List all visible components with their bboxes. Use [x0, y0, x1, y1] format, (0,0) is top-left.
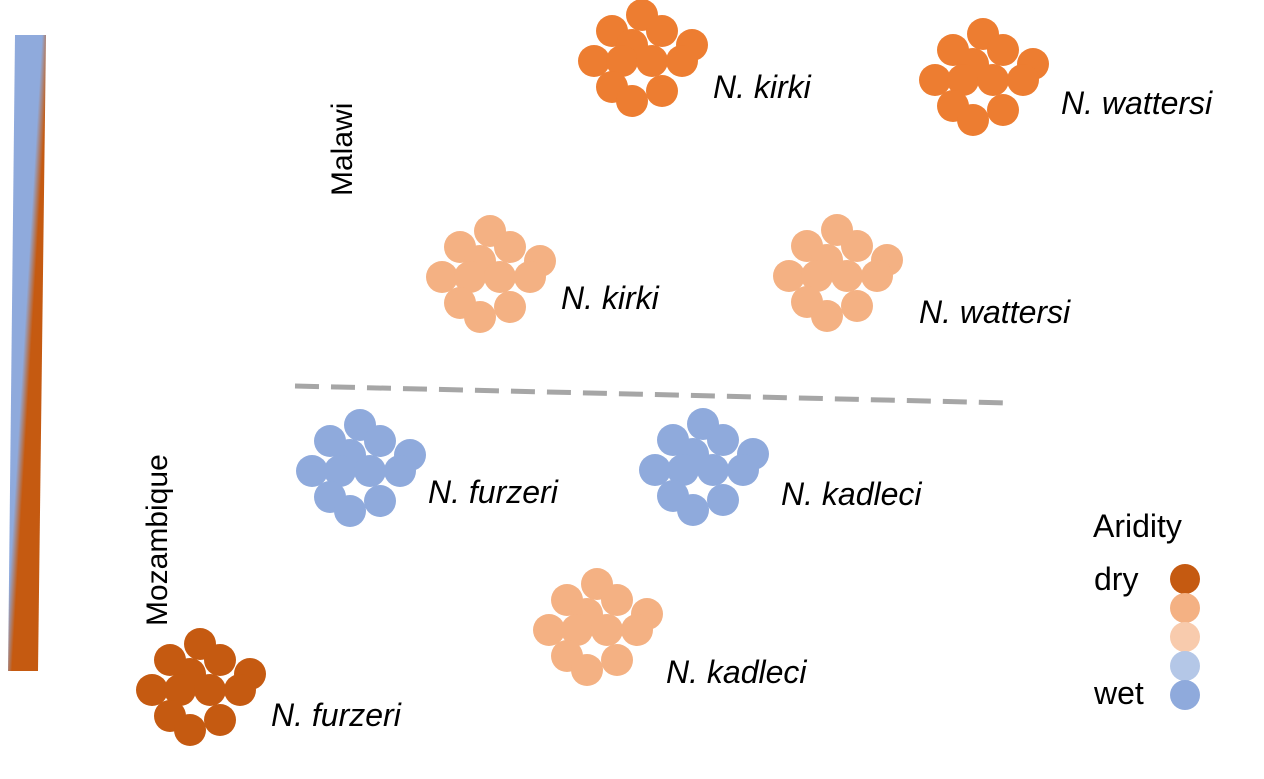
population-dot	[514, 261, 546, 293]
population-dot	[494, 291, 526, 323]
population-dot	[646, 75, 678, 107]
legend-swatch-mid	[1170, 622, 1200, 652]
legend-swatch-very-dry	[1170, 564, 1200, 594]
population-dot	[426, 261, 458, 293]
population-dot	[919, 64, 951, 96]
population-dot	[204, 644, 236, 676]
population-dot	[707, 484, 739, 516]
population-dot	[977, 64, 1009, 96]
population-dot	[601, 644, 633, 676]
population-dot	[591, 614, 623, 646]
population-dot	[621, 614, 653, 646]
population-dot	[773, 260, 805, 292]
legend-wet-label: wet	[1093, 675, 1144, 711]
population-dot	[707, 424, 739, 456]
border-divider	[294, 383, 1011, 406]
population-clusters	[136, 0, 1049, 746]
population-dot	[831, 260, 863, 292]
legend-title: Aridity	[1093, 508, 1182, 544]
species-label: N. kirki	[713, 69, 812, 105]
population-dot	[578, 45, 610, 77]
population-dot	[296, 455, 328, 487]
species-label: N. furzeri	[428, 474, 559, 510]
species-label: N. kadleci	[666, 654, 807, 690]
population-dot	[727, 454, 759, 486]
population-dot	[484, 261, 516, 293]
population-dot	[666, 45, 698, 77]
species-label: N. kadleci	[781, 476, 922, 512]
population-dot	[1007, 64, 1039, 96]
region-label-mozambique: Mozambique	[141, 454, 174, 626]
population-dot	[841, 290, 873, 322]
population-dot	[801, 260, 833, 292]
population-dot	[811, 300, 843, 332]
population-dot	[606, 45, 638, 77]
population-dot	[601, 584, 633, 616]
aridity-gradient-bar	[8, 35, 46, 671]
population-dot	[494, 231, 526, 263]
population-dot	[324, 455, 356, 487]
population-dot	[861, 260, 893, 292]
legend-swatch-wet	[1170, 651, 1200, 681]
population-dot	[384, 455, 416, 487]
population-dot	[354, 455, 386, 487]
population-dot	[697, 454, 729, 486]
population-dot	[533, 614, 565, 646]
population-dot	[616, 85, 648, 117]
legend-swatch-dry	[1170, 593, 1200, 623]
population-dot	[224, 674, 256, 706]
population-dot	[667, 454, 699, 486]
population-dot	[639, 454, 671, 486]
population-dot	[364, 485, 396, 517]
population-dot	[571, 654, 603, 686]
aridity-legend: Aridity dry wet	[1093, 508, 1200, 711]
population-dot	[364, 425, 396, 457]
species-label: N. kirki	[561, 280, 660, 316]
population-dot	[164, 674, 196, 706]
population-dot	[174, 714, 206, 746]
population-dot	[957, 104, 989, 136]
population-dot	[947, 64, 979, 96]
legend-dry-label: dry	[1094, 561, 1138, 597]
population-dot	[841, 230, 873, 262]
species-label: N. wattersi	[1061, 85, 1213, 121]
region-label-malawi: Malawi	[326, 103, 359, 196]
population-dot	[194, 674, 226, 706]
legend-swatch-very-wet	[1170, 680, 1200, 710]
population-dot	[561, 614, 593, 646]
population-dot	[204, 704, 236, 736]
population-dot	[677, 494, 709, 526]
population-dot	[987, 34, 1019, 66]
population-dot	[136, 674, 168, 706]
population-dot	[646, 15, 678, 47]
population-dot	[636, 45, 668, 77]
legend-swatches	[1170, 564, 1200, 710]
population-dot	[464, 301, 496, 333]
population-dot	[987, 94, 1019, 126]
population-dot	[334, 495, 366, 527]
population-dot	[454, 261, 486, 293]
species-label: N. furzeri	[271, 697, 402, 733]
species-label: N. wattersi	[919, 294, 1071, 330]
